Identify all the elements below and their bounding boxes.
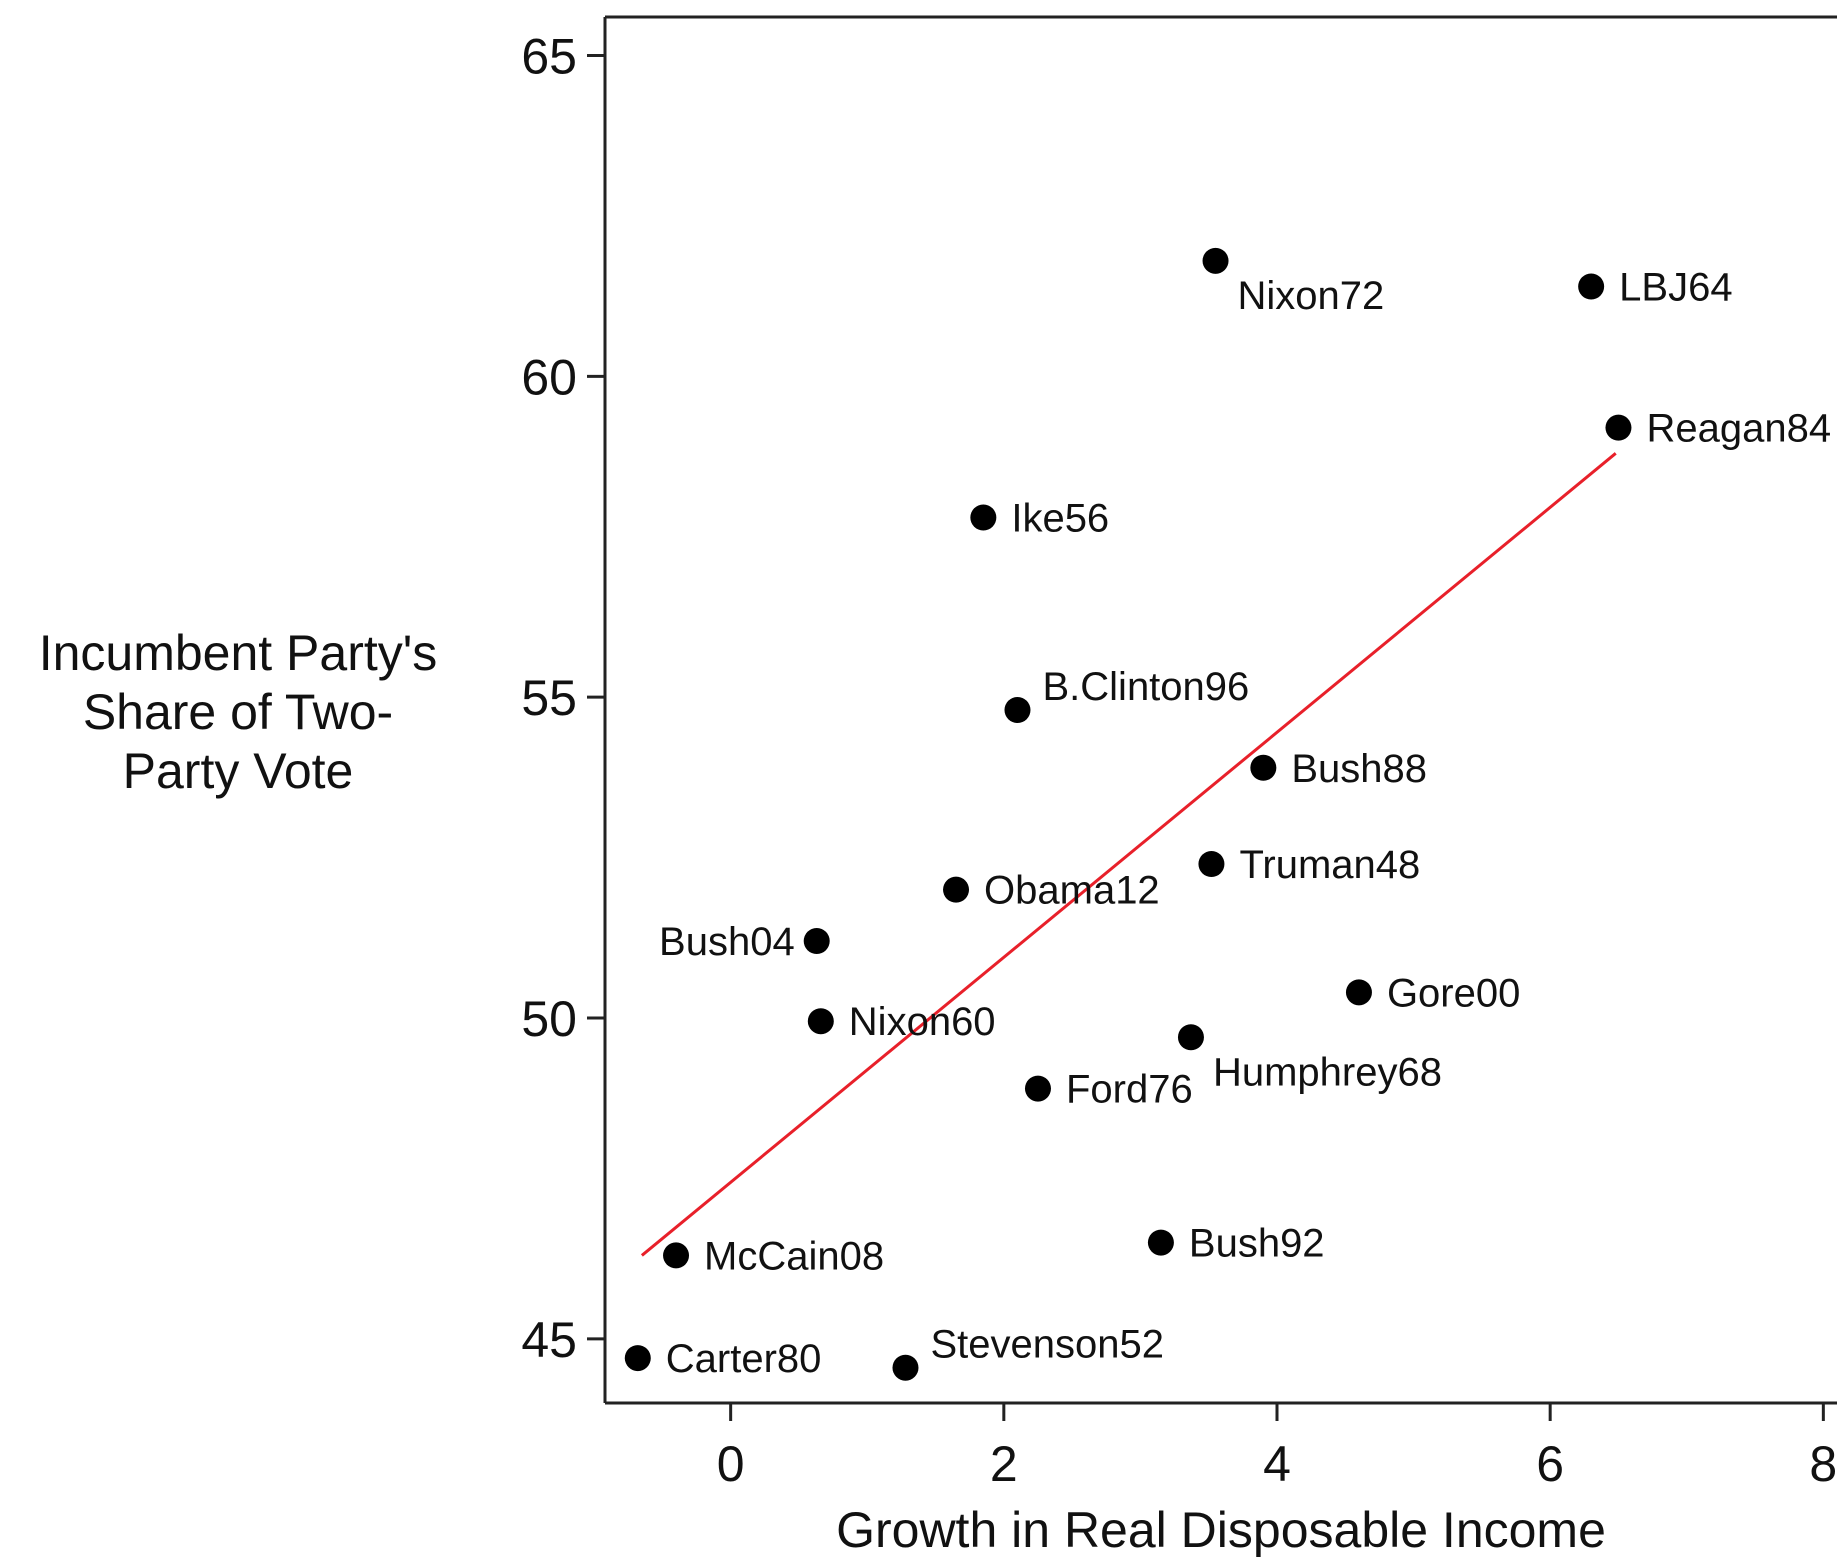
- point-label: Ford76: [1066, 1068, 1193, 1112]
- fit-line: [640, 452, 1617, 1257]
- point-label: McCain08: [704, 1234, 884, 1278]
- data-point: [943, 876, 970, 903]
- point-label: Bush92: [1189, 1222, 1325, 1266]
- data-point: [1202, 247, 1229, 274]
- point-label: Reagan84: [1646, 407, 1831, 451]
- point-label: B.Clinton96: [1042, 665, 1249, 709]
- point-label: Bush04: [659, 920, 795, 964]
- data-point: [1198, 851, 1225, 877]
- data-point: [1250, 754, 1277, 781]
- y-axis-label-line: Incumbent Party's: [39, 625, 438, 681]
- data-point: [1177, 1024, 1204, 1051]
- data-point: [663, 1242, 690, 1269]
- point-label: Nixon72: [1238, 274, 1385, 318]
- x-tick-label: 2: [990, 1436, 1018, 1492]
- x-tick-label: 6: [1536, 1436, 1564, 1492]
- y-axis-label-line: Party Vote: [123, 743, 354, 799]
- point-label: Carter80: [666, 1337, 822, 1381]
- point-labels: Nixon72 LBJ64 Reagan84 Ike56 B.Clinton96 Bush…: [659, 266, 1831, 1382]
- data-point: [1605, 414, 1632, 441]
- data-point: [807, 1008, 834, 1035]
- data-point: [803, 928, 830, 954]
- y-tick-label: 60: [521, 349, 577, 405]
- point-label: Obama12: [984, 869, 1160, 913]
- y-axis-label: Incumbent Party's Share of Two-Party Vote: [39, 625, 438, 799]
- x-tick-label: 8: [1809, 1436, 1837, 1492]
- x-axis-label: Growth in Real Disposable Income: [836, 1502, 1606, 1557]
- data-point: [1578, 273, 1605, 300]
- y-tick-label: 55: [521, 670, 577, 726]
- point-label: Humphrey68: [1213, 1050, 1442, 1094]
- y-tick-label: 50: [521, 991, 577, 1047]
- data-point: [624, 1345, 651, 1372]
- data-point: [892, 1354, 919, 1381]
- point-label: Bush88: [1291, 747, 1427, 791]
- x-tick-label: 0: [717, 1436, 745, 1492]
- data-point: [1345, 979, 1372, 1006]
- point-label: Gore00: [1387, 971, 1520, 1015]
- x-axis-ticks: 0 2 4 6 8: [717, 1403, 1837, 1492]
- y-axis-label-line: Share of Two-: [83, 684, 393, 740]
- data-point: [970, 504, 997, 531]
- y-tick-label: 45: [521, 1312, 577, 1368]
- data-point: [1004, 697, 1031, 723]
- point-label: LBJ64: [1619, 266, 1732, 310]
- point-label: Truman48: [1239, 843, 1420, 887]
- point-label: Ike56: [1011, 497, 1109, 541]
- point-label: Stevenson52: [930, 1323, 1164, 1367]
- y-axis-ticks: 45 50 55 60 65: [521, 29, 605, 1368]
- x-tick-label: 4: [1263, 1436, 1291, 1492]
- data-points: [624, 247, 1632, 1381]
- point-label: Nixon60: [849, 1000, 996, 1044]
- y-tick-label: 65: [521, 29, 577, 85]
- data-point: [1147, 1229, 1174, 1256]
- data-point: [1024, 1075, 1051, 1102]
